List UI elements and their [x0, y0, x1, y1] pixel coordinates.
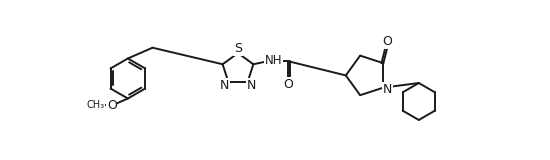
Text: O: O: [382, 35, 392, 48]
Text: N: N: [383, 83, 392, 96]
Text: NH: NH: [265, 54, 282, 67]
Text: CH₃: CH₃: [86, 100, 104, 110]
Text: O: O: [107, 99, 117, 112]
Text: N: N: [246, 79, 256, 92]
Text: S: S: [234, 42, 242, 55]
Text: N: N: [220, 79, 229, 92]
Text: O: O: [283, 78, 293, 91]
